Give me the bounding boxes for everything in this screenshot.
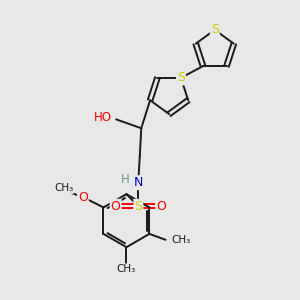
Text: HO: HO (94, 110, 112, 124)
Text: N: N (134, 176, 143, 189)
Text: S: S (211, 23, 219, 36)
Text: CH₃: CH₃ (54, 183, 74, 193)
Text: O: O (156, 200, 166, 213)
Text: CH₃: CH₃ (117, 264, 136, 274)
Text: O: O (111, 200, 121, 213)
Text: H: H (121, 173, 129, 186)
Text: S: S (134, 200, 142, 213)
Text: O: O (78, 190, 88, 204)
Text: S: S (177, 71, 185, 84)
Text: CH₃: CH₃ (171, 235, 190, 245)
